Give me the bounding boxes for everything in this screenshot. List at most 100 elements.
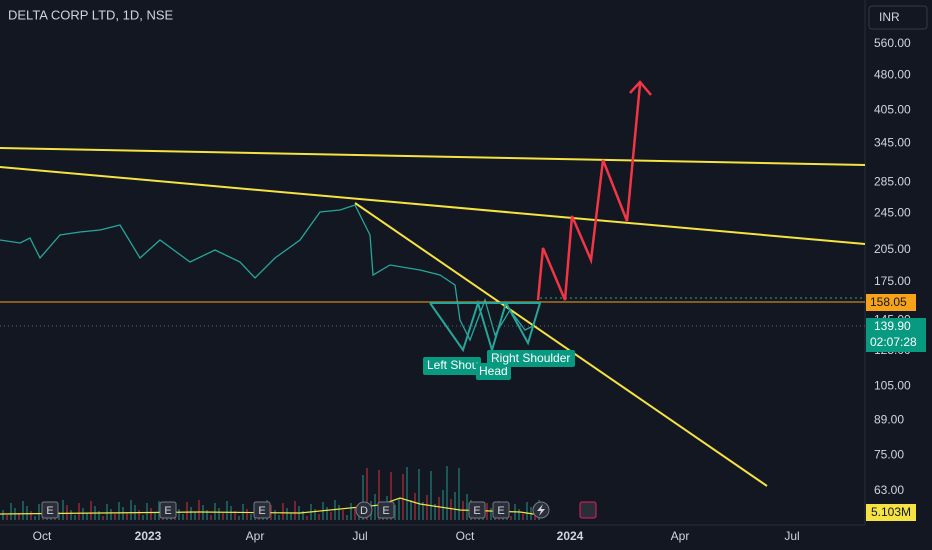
volume-bar	[154, 513, 156, 520]
price-axis-label: 245.00	[874, 205, 911, 219]
price-axis-label: 89.00	[874, 412, 904, 426]
event-marker[interactable]	[41, 501, 59, 519]
volume-bar	[366, 468, 368, 520]
event-marker[interactable]	[579, 501, 597, 519]
volume-bar	[290, 513, 292, 520]
lightning-icon	[537, 504, 545, 516]
trend-line	[0, 147, 866, 166]
volume-bar	[38, 504, 40, 520]
event-marker[interactable]	[468, 501, 486, 519]
volume-bar	[2, 510, 4, 520]
annotation-box	[423, 357, 481, 375]
volume-bar	[62, 500, 64, 520]
volume-bar	[338, 505, 340, 520]
volume-bar	[314, 509, 316, 520]
volume-bar	[390, 472, 392, 520]
volume-bar	[10, 503, 12, 520]
volume-bar	[110, 509, 112, 520]
event-marker-label: E	[497, 505, 504, 517]
price-line	[0, 204, 536, 342]
volume-bar	[130, 500, 132, 520]
volume-bar	[178, 509, 180, 520]
volume-bar	[186, 502, 188, 520]
volume-bar	[22, 501, 24, 520]
volume-bar	[522, 514, 524, 520]
volume-bar	[466, 494, 468, 520]
volume-bar	[410, 500, 412, 520]
currency[interactable]: INR	[879, 10, 900, 24]
volume-bar	[434, 504, 436, 520]
volume-bar	[458, 468, 460, 520]
volume-bar	[518, 509, 520, 520]
event-marker-label: E	[382, 505, 389, 517]
volume-bar	[394, 505, 396, 520]
volume-bar	[98, 511, 100, 520]
volume-bar	[122, 507, 124, 520]
volume-bar	[66, 505, 68, 520]
volume-bar	[510, 516, 512, 520]
volume-bar	[194, 512, 196, 520]
projection	[536, 83, 642, 301]
event-marker[interactable]	[492, 501, 510, 519]
volume-bar	[414, 493, 416, 520]
event-marker[interactable]	[377, 501, 395, 519]
volume-bar	[206, 510, 208, 520]
event-marker[interactable]	[253, 501, 271, 519]
time-axis-label: 2023	[135, 529, 162, 543]
volume-bar	[102, 516, 104, 520]
event-marker-label: E	[46, 505, 53, 517]
volume-bar	[142, 515, 144, 520]
price-axis-label: 405.00	[874, 102, 911, 116]
volume-bar	[18, 513, 20, 520]
trend-line	[0, 166, 866, 245]
volume-tag	[866, 504, 916, 521]
annotation: Right Shoulder	[491, 351, 570, 365]
volume-bar	[450, 499, 452, 520]
volume-bar	[78, 503, 80, 520]
currency-button[interactable]	[868, 5, 928, 30]
event-marker[interactable]	[159, 501, 177, 519]
event-marker[interactable]	[355, 501, 373, 519]
volume-bar	[402, 474, 404, 520]
volume-bar	[246, 509, 248, 520]
volume-bar	[294, 501, 296, 520]
volume-bar	[426, 495, 428, 520]
volume-bar	[350, 503, 352, 520]
last-price: 139.90	[874, 319, 911, 333]
price-axis-label: 105.00	[874, 379, 911, 393]
countdown: 02:07:28	[870, 335, 917, 349]
volume-bar	[398, 498, 400, 520]
volume-bar	[438, 497, 440, 520]
volume-bar	[30, 511, 32, 520]
volume-bar	[282, 503, 284, 520]
time-axis-label: Jul	[784, 529, 799, 543]
volume-bar	[126, 512, 128, 520]
pattern	[429, 299, 542, 354]
volume-bar	[158, 501, 160, 520]
time-axis-label: Apr	[671, 529, 690, 543]
volume-bar	[146, 503, 148, 520]
volume-bar	[214, 503, 216, 520]
volume-bar	[274, 510, 276, 520]
volume-bar	[430, 471, 432, 520]
arrow-head	[629, 80, 652, 96]
volume-bar	[422, 502, 424, 520]
level-tag	[866, 294, 916, 311]
price-axis-label: 480.00	[874, 68, 911, 82]
volume-bar	[118, 502, 120, 520]
volume-bar	[346, 515, 348, 520]
volume-bar	[278, 515, 280, 520]
volume-bar	[318, 514, 320, 520]
volume-bar	[526, 502, 528, 520]
volume-bar	[106, 504, 108, 520]
annotation: Head	[479, 364, 508, 378]
event-marker-label: E	[473, 505, 480, 517]
time-axis-label: Jul	[352, 529, 367, 543]
volume-bar	[490, 508, 492, 520]
volume-bar	[378, 470, 380, 520]
volume-bar	[150, 508, 152, 520]
trend-line	[354, 202, 768, 487]
volume-tag-text: 5.103M	[871, 505, 911, 519]
symbol-title: DELTA CORP LTD, 1D, NSE	[8, 7, 174, 22]
